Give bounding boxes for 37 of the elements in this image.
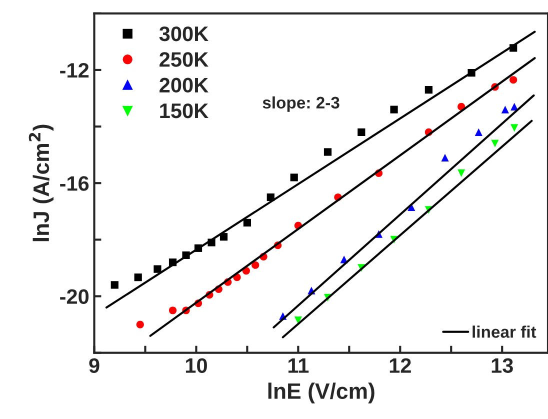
x-tick-label: 13 [492, 358, 513, 373]
point [491, 140, 499, 148]
point [510, 76, 518, 84]
point [424, 86, 433, 94]
point [474, 128, 482, 136]
y-tick-label: -20 [60, 289, 89, 304]
legend-label: linear fit [472, 326, 536, 338]
x-tick-label: 10 [186, 358, 207, 373]
x-tick-label: 12 [390, 358, 411, 373]
point [154, 265, 162, 273]
point [458, 169, 466, 178]
x-tick-label: 9 [89, 358, 100, 373]
legend-label: 300K [159, 26, 208, 42]
legend-label: 250K [160, 52, 208, 67]
legend-label: 200K [160, 78, 208, 93]
y-axis-title: lnJ (A/cm$^{2}$) [28, 124, 54, 242]
point [243, 218, 252, 226]
point [390, 106, 398, 114]
point [358, 128, 366, 136]
point [294, 316, 302, 324]
x-axis-title: lnE (V/cm) [268, 382, 374, 404]
point [110, 281, 118, 289]
point [252, 261, 260, 269]
point [441, 154, 449, 162]
point [510, 102, 518, 111]
point [168, 306, 177, 314]
point [290, 174, 298, 182]
y-tick-label: -12 [60, 62, 89, 78]
x-tick-label: 11 [288, 358, 309, 373]
legend-label: 150K [160, 103, 208, 118]
point [501, 106, 509, 114]
annotation: slope: 2-3 [262, 96, 340, 112]
y-tick-label: -16 [60, 176, 89, 191]
point [134, 273, 142, 282]
point [136, 320, 144, 328]
point [324, 148, 332, 156]
point [510, 124, 518, 132]
